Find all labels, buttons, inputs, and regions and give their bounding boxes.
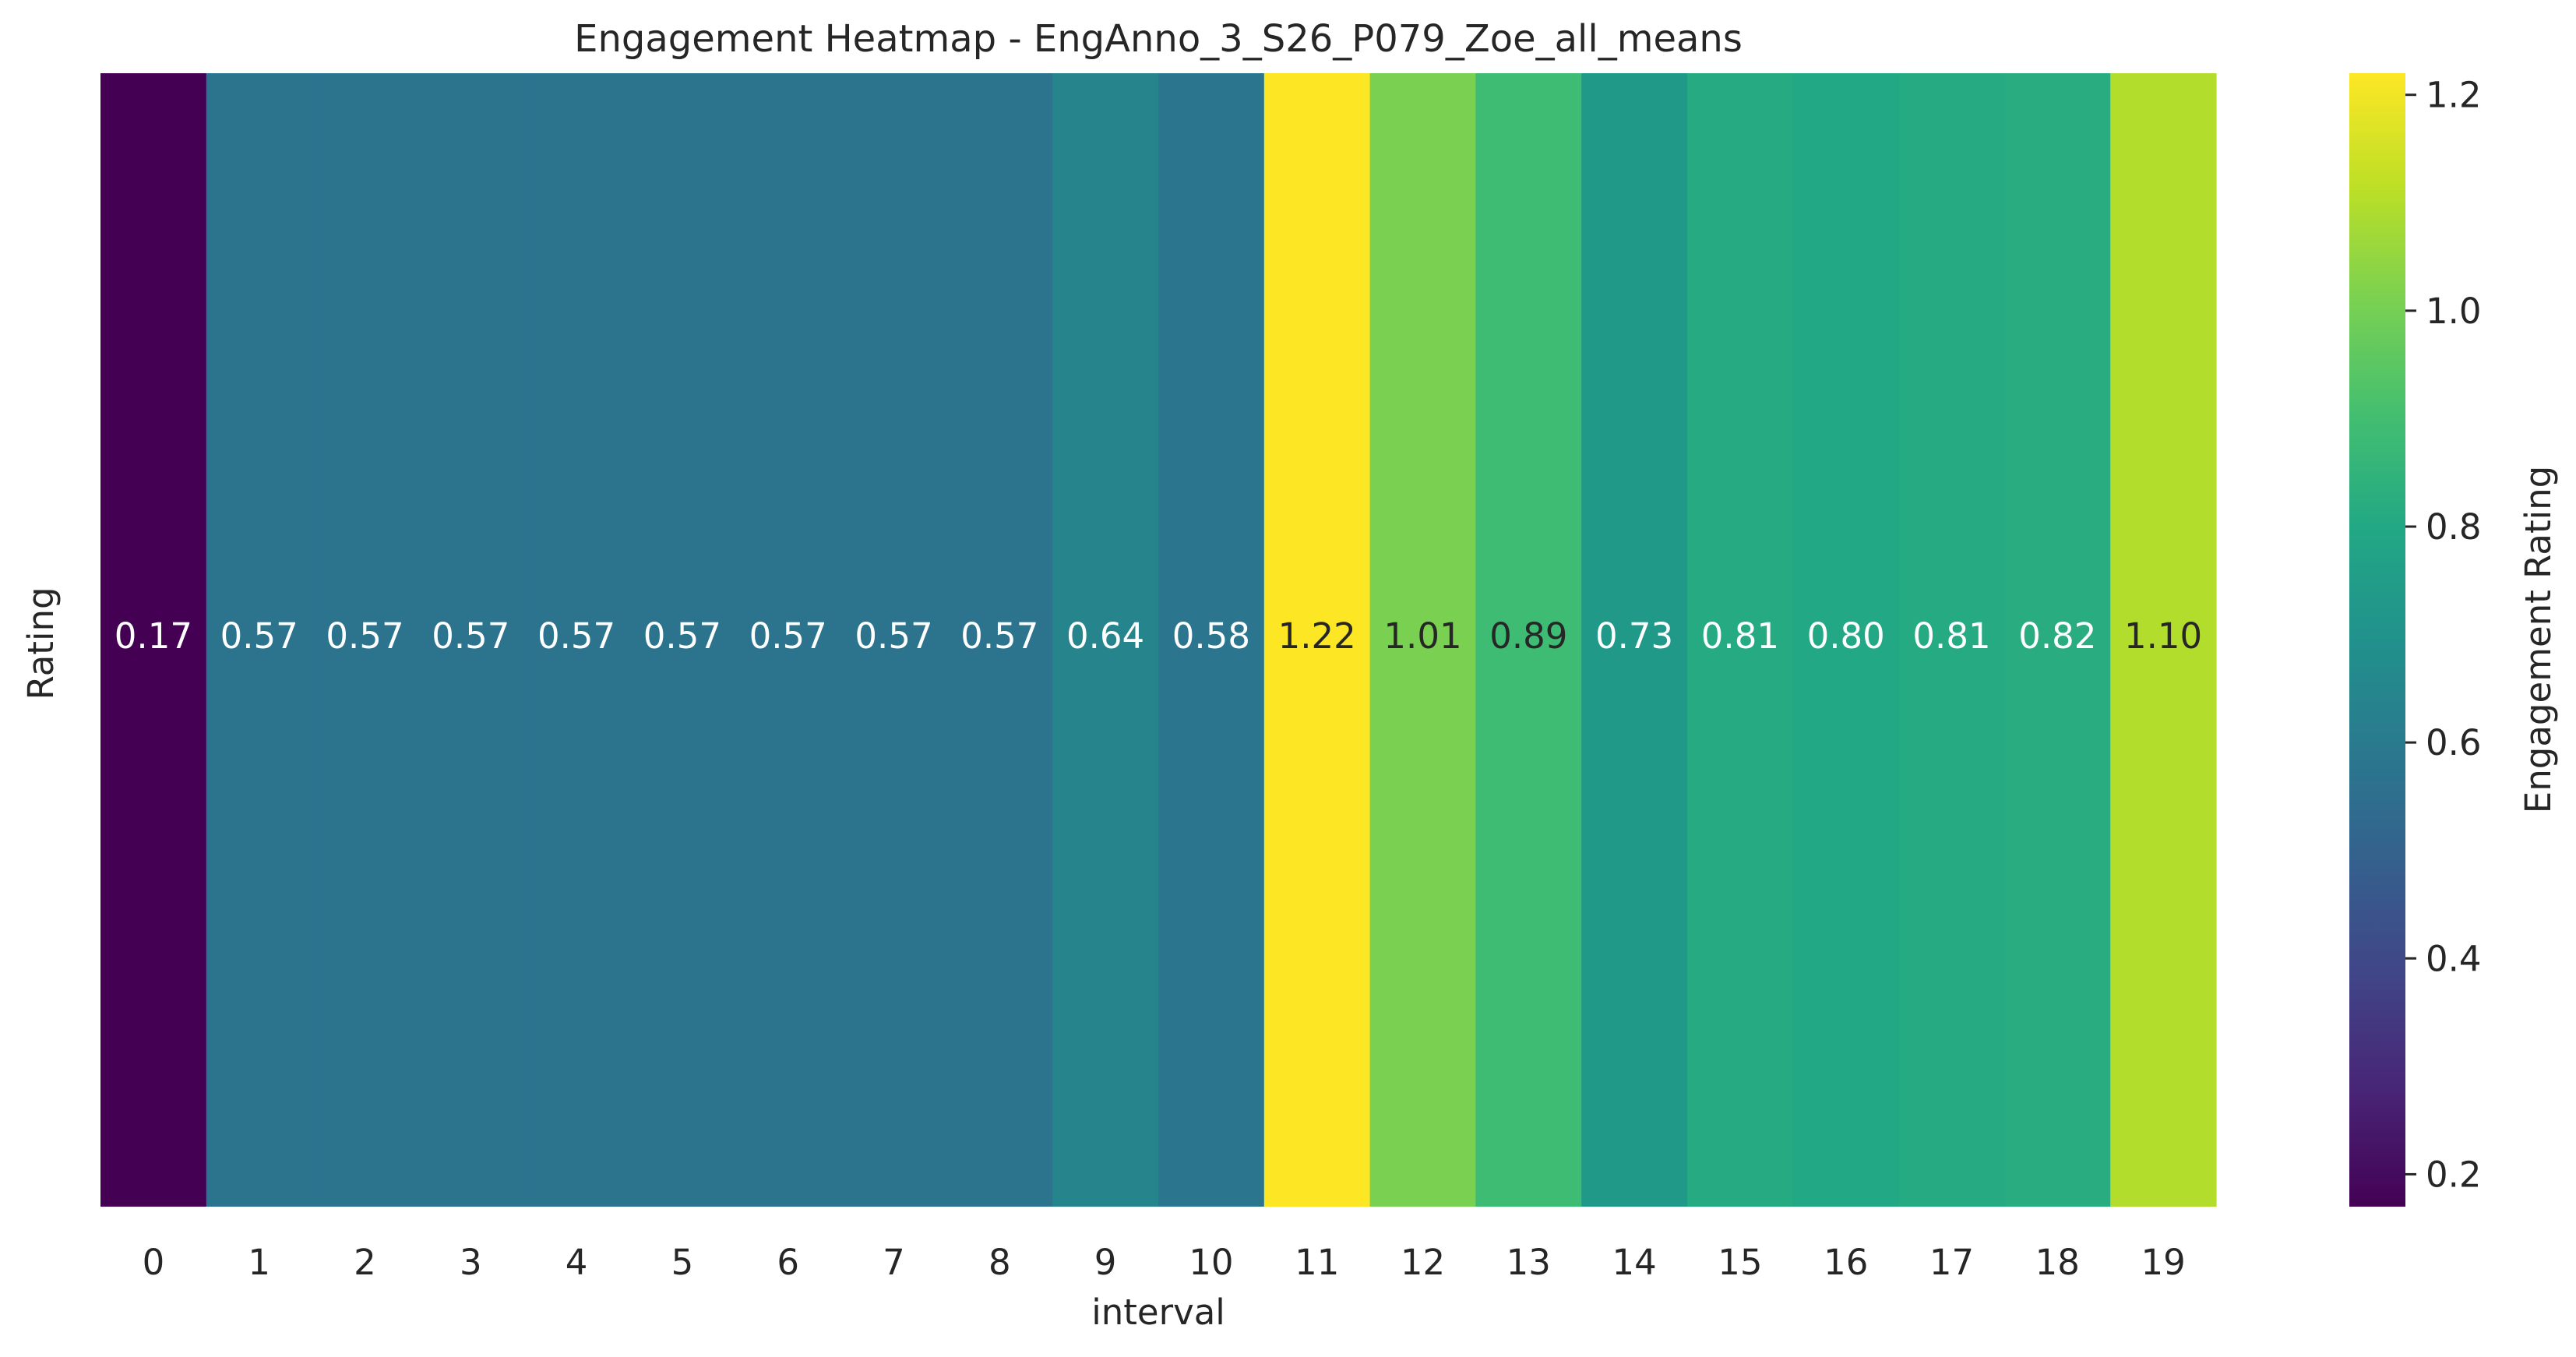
x-tick-label: 1 <box>248 1242 270 1283</box>
x-axis-ticks: 0 1 2 3 4 5 6 7 8 9 10 11 12 13 14 15 16 17 18 19 <box>143 1242 2186 1283</box>
heatmap-cell-6 <box>735 73 842 1207</box>
y-axis-label: Rating <box>20 587 62 700</box>
cell-value-label: 0.57 <box>537 615 615 657</box>
x-tick-label: 3 <box>460 1242 482 1283</box>
heatmap-cell-16 <box>1792 73 1900 1207</box>
cell-value-label: 0.57 <box>432 615 509 657</box>
heatmap-cell-9 <box>1052 73 1159 1207</box>
cell-value-label: 0.17 <box>115 615 192 657</box>
heatmap-cell-4 <box>523 73 630 1207</box>
heatmap-cell-17 <box>1898 73 2005 1207</box>
chart-title: Engagement Heatmap - EngAnno_3_S26_P079_… <box>574 17 1743 61</box>
cell-value-label: 0.89 <box>1489 615 1567 657</box>
cell-value-label: 0.57 <box>643 615 721 657</box>
cell-value-label: 0.57 <box>960 615 1038 657</box>
heatmap-cell-12 <box>1369 73 1476 1207</box>
heatmap-cell-7 <box>840 73 947 1207</box>
x-tick-label: 5 <box>671 1242 694 1283</box>
cell-value-label: 0.57 <box>749 615 827 657</box>
heatmap-cell-11 <box>1263 73 1371 1207</box>
colorbar-tick-label: 0.2 <box>2426 1154 2482 1195</box>
heatmap-cell-3 <box>418 73 524 1207</box>
cell-value-label: 0.82 <box>2018 615 2096 657</box>
cell-value-label: 1.22 <box>1278 615 1356 657</box>
x-tick-label: 14 <box>1612 1242 1656 1283</box>
heatmap-cells <box>100 73 2217 1207</box>
x-tick-label: 8 <box>988 1242 1011 1283</box>
heatmap-cell-2 <box>312 73 418 1207</box>
cell-value-labels: 0.17 0.57 0.57 0.57 0.57 0.57 0.57 0.57 0.57 0.64… <box>115 615 2202 657</box>
heatmap-cell-10 <box>1158 73 1265 1207</box>
heatmap-cell-8 <box>946 73 1053 1207</box>
colorbar-tick-label: 0.4 <box>2426 938 2482 979</box>
colorbar-tick-label: 1.0 <box>2426 291 2482 332</box>
x-tick-label: 19 <box>2141 1242 2185 1283</box>
x-tick-label: 6 <box>777 1242 799 1283</box>
x-tick-label: 10 <box>1189 1242 1233 1283</box>
x-tick-label: 16 <box>1824 1242 1868 1283</box>
x-tick-label: 13 <box>1506 1242 1551 1283</box>
cell-value-label: 0.81 <box>1912 615 1990 657</box>
cell-value-label: 0.81 <box>1701 615 1779 657</box>
x-tick-label: 12 <box>1401 1242 1445 1283</box>
colorbar-tick-label: 0.8 <box>2426 506 2482 548</box>
x-tick-label: 15 <box>1718 1242 1762 1283</box>
heatmap-cell-0 <box>100 73 207 1207</box>
colorbar-label: Engagement Rating <box>2518 466 2559 813</box>
heatmap-cell-5 <box>629 73 736 1207</box>
x-tick-label: 2 <box>354 1242 376 1283</box>
cell-value-label: 1.10 <box>2124 615 2202 657</box>
heatmap-cell-13 <box>1475 73 1582 1207</box>
x-tick-label: 0 <box>143 1242 165 1283</box>
heatmap-cell-19 <box>2110 73 2217 1207</box>
colorbar-tick-label: 1.2 <box>2426 75 2482 116</box>
cell-value-label: 0.80 <box>1807 615 1885 657</box>
cell-value-label: 0.57 <box>220 615 298 657</box>
heatmap-cell-14 <box>1581 73 1688 1207</box>
x-tick-label: 18 <box>2035 1242 2080 1283</box>
heatmap-cell-1 <box>206 73 313 1207</box>
cell-value-label: 0.64 <box>1066 615 1144 657</box>
x-axis-label: interval <box>1091 1292 1225 1333</box>
cell-value-label: 0.73 <box>1595 615 1673 657</box>
x-tick-label: 17 <box>1929 1242 1974 1283</box>
x-tick-label: 7 <box>883 1242 905 1283</box>
x-tick-label: 4 <box>566 1242 588 1283</box>
heatmap-cell-18 <box>2004 73 2111 1207</box>
cell-value-label: 1.01 <box>1383 615 1461 657</box>
colorbar-tick-label: 0.6 <box>2426 722 2482 763</box>
cell-value-label: 0.57 <box>855 615 932 657</box>
x-tick-label: 11 <box>1295 1242 1339 1283</box>
colorbar-ticks: 0.2 0.4 0.6 0.8 1.0 1.2 <box>2405 75 2482 1195</box>
cell-value-label: 0.57 <box>326 615 403 657</box>
cell-value-label: 0.58 <box>1172 615 1250 657</box>
colorbar <box>2349 73 2405 1207</box>
x-tick-label: 9 <box>1094 1242 1117 1283</box>
heatmap-cell-15 <box>1687 73 1794 1207</box>
